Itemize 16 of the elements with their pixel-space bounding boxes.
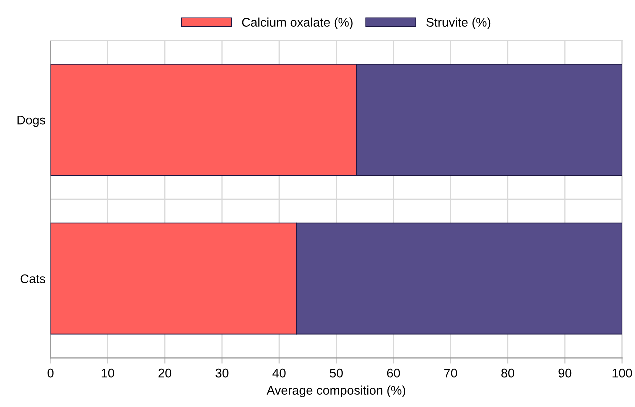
x-tick-label: 0 (48, 368, 54, 378)
legend-label: Calcium oxalate (%) (242, 18, 353, 30)
legend-label: Struvite (%) (426, 18, 491, 30)
x-tick-label: 100 (612, 368, 632, 378)
x-tick-label: 60 (387, 368, 400, 378)
y-tick-label: Cats (20, 274, 46, 284)
x-tick-label: 70 (444, 368, 458, 378)
x-tick-label: 50 (330, 368, 344, 378)
x-tick-label: 10 (102, 368, 114, 378)
x-tick-label: 90 (558, 368, 572, 378)
x-tick-label: 20 (158, 368, 172, 378)
x-tick-label: 80 (502, 368, 514, 378)
x-axis-title: Average composition (%) (266, 386, 406, 398)
y-tick-label: Dogs (18, 116, 46, 128)
x-tick-label: 40 (272, 368, 286, 378)
x-tick-label: 30 (216, 368, 229, 378)
